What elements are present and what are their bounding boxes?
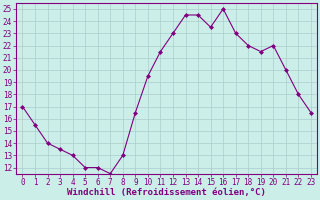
X-axis label: Windchill (Refroidissement éolien,°C): Windchill (Refroidissement éolien,°C) <box>67 188 266 197</box>
